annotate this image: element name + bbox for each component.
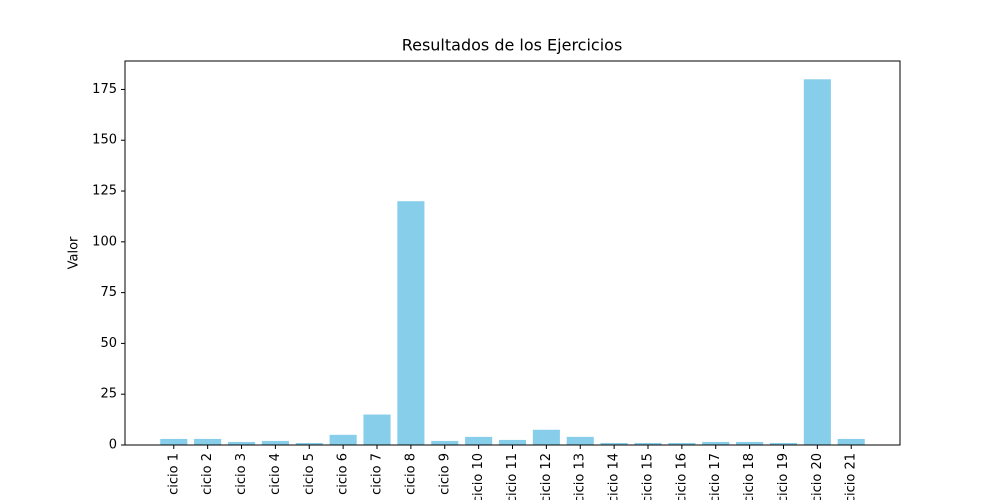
x-tick-label: cicio 15 — [640, 453, 655, 500]
x-tick-label: cicio 1 — [166, 453, 181, 495]
bar — [160, 438, 188, 445]
bar — [769, 442, 798, 445]
y-tick-label: 75 — [100, 285, 117, 300]
x-tick-label: cicio 7 — [370, 453, 385, 495]
y-tick-label: 25 — [100, 387, 117, 402]
y-tick-label: 150 — [92, 133, 117, 148]
x-tick-label: cicio 20 — [810, 453, 825, 500]
bar — [194, 438, 222, 445]
y-tick-label: 175 — [92, 82, 117, 97]
x-tick-label: cicio 6 — [336, 453, 351, 495]
bar — [634, 442, 662, 445]
bar — [261, 440, 289, 445]
bar — [227, 441, 256, 445]
bar — [295, 442, 323, 445]
x-tick-label: cicio 3 — [234, 453, 249, 495]
chart-title: Resultados de los Ejercicios — [402, 36, 623, 55]
bar — [702, 441, 730, 445]
x-tick-label: cicio 10 — [471, 453, 486, 500]
y-tick-label: 0 — [109, 438, 117, 453]
x-tick-label: cicio 16 — [674, 453, 689, 500]
bar — [397, 201, 425, 445]
bar — [532, 429, 560, 445]
bar — [668, 442, 696, 445]
bar — [329, 434, 357, 445]
x-tick-label: cicio 5 — [302, 453, 317, 495]
bar — [736, 441, 764, 445]
x-tick-label: cicio 14 — [607, 453, 622, 500]
bar — [498, 439, 527, 445]
bar — [600, 442, 628, 445]
x-tick-label: cicio 2 — [200, 453, 215, 495]
x-tick-label: cicio 18 — [742, 453, 757, 500]
y-tick-label: 125 — [92, 184, 117, 199]
bar — [566, 436, 594, 445]
x-tick-label: cicio 19 — [776, 453, 791, 500]
bar — [363, 414, 391, 445]
x-tick-label: cicio 9 — [437, 453, 452, 495]
x-tick-label: cicio 4 — [268, 453, 283, 495]
y-tick-label: 100 — [92, 234, 117, 249]
bar — [465, 436, 493, 445]
bar — [431, 440, 459, 445]
y-tick-label: 50 — [100, 336, 117, 351]
bar — [803, 79, 831, 446]
x-tick-label: cicio 11 — [505, 453, 520, 500]
y-axis-label: Valor — [67, 236, 82, 269]
x-tick-label: cicio 21 — [844, 453, 859, 500]
x-tick-label: cicio 8 — [403, 453, 418, 495]
x-tick-label: cicio 17 — [708, 453, 723, 500]
x-tick-label: cicio 12 — [539, 453, 554, 500]
x-tick-label: cicio 13 — [573, 453, 588, 500]
bar — [837, 438, 865, 445]
plot-frame — [124, 60, 901, 446]
